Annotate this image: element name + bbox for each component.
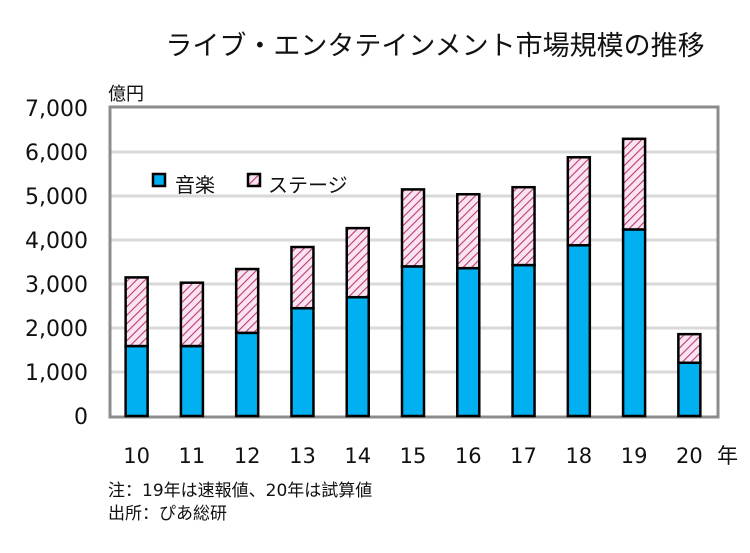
bar-stage-20 [677,332,702,365]
bar-music-18 [566,244,592,418]
legend-label-stage: ステージ [268,173,348,197]
bar-music-15 [400,265,426,418]
bar-music-19 [621,228,647,418]
x-tick-label: 19 [621,444,648,468]
legend-swatch-music [151,172,167,188]
y-tick-label: 6,000 [25,141,88,166]
bar-music-14 [345,295,370,418]
bar-stage-12 [234,267,260,335]
y-tick-label: 4,000 [25,229,88,254]
bar-music-20 [677,361,702,418]
bar-music-12 [234,331,260,418]
bar-music-13 [290,306,315,418]
y-axis-ticks: 0 1,000 2,000 3,000 4,000 5,000 6,000 7,000 [25,97,88,430]
x-tick-label: 18 [565,444,592,468]
x-tick-label: 20 [676,444,703,468]
x-tick-label: 11 [179,444,206,468]
bar-stage-11 [179,281,205,348]
x-tick-label: 15 [400,444,427,468]
bar-stage-18 [566,156,592,247]
x-tick-label: 14 [344,444,371,468]
bar-stage-14 [345,226,370,299]
footnote-source: 出所：ぴあ総研 [108,504,227,524]
x-axis-ticks: 10 11 12 13 14 15 16 17 18 19 20 [123,444,702,468]
bar-stage-15 [400,188,426,268]
bar-music-17 [511,263,536,418]
x-tick-label: 13 [289,444,316,468]
y-tick-label: 0 [74,405,88,430]
bar-stage-10 [124,276,149,348]
bar-music-16 [456,266,481,418]
bar-stage-13 [290,245,315,310]
bar-music-10 [124,344,149,418]
x-tick-label: 12 [234,444,261,468]
x-tick-label: 10 [123,444,150,468]
x-axis-unit-label: 年 [717,444,738,468]
bar-music-11 [179,344,205,418]
bar-stage-17 [511,185,536,267]
bar-stage-19 [621,137,647,231]
y-tick-label: 5,000 [25,185,88,210]
y-axis-unit-label: 億円 [108,84,144,105]
legend-label-music: 音楽 [175,173,215,197]
x-tick-label: 16 [455,444,482,468]
bars [124,137,702,418]
chart-title: ライブ・エンタテインメント市場規模の推移 [165,31,705,62]
y-tick-label: 1,000 [25,361,88,386]
legend-swatch-stage [246,172,262,188]
y-tick-label: 2,000 [25,317,88,342]
x-tick-label: 17 [510,444,537,468]
y-tick-label: 3,000 [25,273,88,298]
y-tick-label: 7,000 [25,97,88,122]
legend: 音楽 ステージ [151,172,348,197]
footnote-note: 注：19年は速報値、20年は試算値 [108,481,373,501]
bar-stage-16 [456,192,481,270]
